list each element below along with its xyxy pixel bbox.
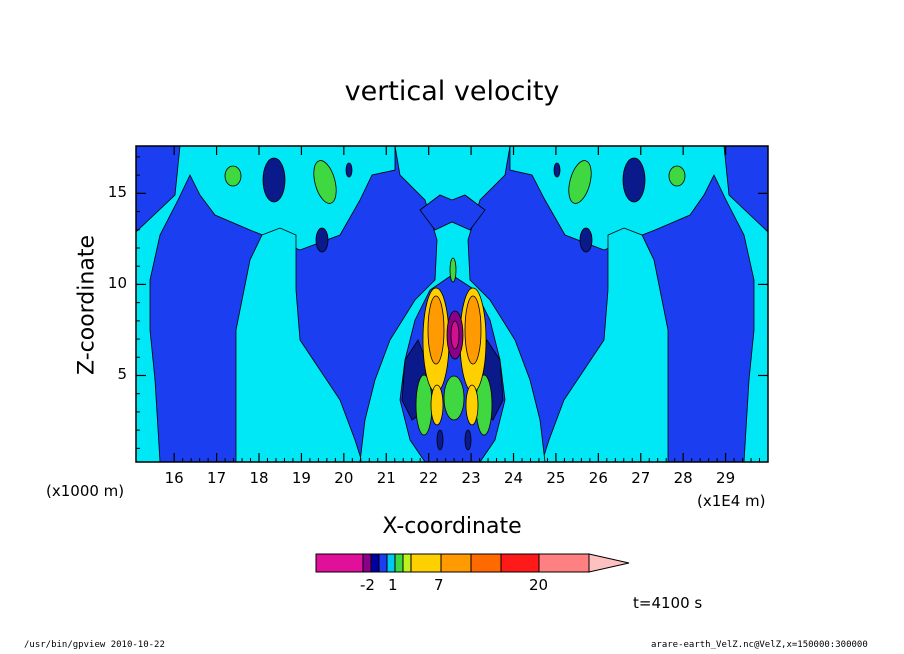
downdraft-center-inner: [450, 320, 460, 350]
x-tick-label: 16: [164, 469, 184, 487]
colorbar-swatch: [378, 553, 388, 573]
green-cell-5: [449, 257, 457, 283]
dark-cell-6: [553, 162, 561, 178]
updraft-right-low: [465, 384, 479, 426]
green-cell-2: [313, 160, 337, 204]
x-tick-label: 28: [673, 469, 693, 487]
x-tick-label: 20: [334, 469, 354, 487]
x-tick-label: 19: [291, 469, 311, 487]
time-label: t=4100 s: [633, 594, 703, 612]
x-tick-label: 18: [249, 469, 269, 487]
colorbar-label: -2: [360, 576, 375, 594]
y-tick-label: 10: [107, 274, 127, 293]
colorbar-swatch: [362, 553, 372, 573]
colorbar-label: 7: [434, 576, 444, 594]
x-tick-label: 24: [503, 469, 524, 487]
colorbar-arrow: [588, 553, 630, 573]
light-band-right: [509, 146, 768, 462]
x-ticks: [173, 146, 761, 462]
green-cell-1: [224, 165, 242, 187]
colorbar-swatch: [402, 553, 412, 573]
updraft-left-low: [430, 384, 444, 426]
light-band-left-2: [235, 227, 363, 462]
colorbar-swatch: [538, 553, 590, 573]
dark-cell-5: [345, 162, 353, 178]
x-scale-right: (x1E4 m): [697, 492, 766, 510]
y-tick-label: 15: [107, 183, 127, 202]
x-axis-label: X-coordinate: [382, 514, 522, 539]
x-tick-label: 23: [461, 469, 481, 487]
updraft-right-inner: [464, 295, 482, 365]
colorbar: [315, 553, 630, 573]
colorbar-swatch: [370, 553, 380, 573]
colorbar-swatch: [440, 553, 472, 573]
green-cell-8: [443, 375, 465, 421]
colorbar-swatch: [410, 553, 442, 573]
updraft-left-inner: [427, 295, 445, 365]
light-band-left: [136, 146, 396, 462]
footer-left: /usr/bin/gpview 2010-10-22: [24, 640, 165, 650]
colorbar-swatch: [315, 553, 364, 573]
x-tick-label: 25: [546, 469, 566, 487]
colorbar-swatch: [500, 553, 540, 573]
contour-field: [136, 146, 768, 462]
x-tick-label: 17: [207, 469, 227, 487]
x-tick-label: 27: [631, 469, 651, 487]
colorbar-label: 1: [388, 576, 398, 594]
x-tick-label: 22: [419, 469, 439, 487]
dark-cell-3: [315, 227, 329, 253]
colorbar-swatch: [386, 553, 396, 573]
inner-blue-upper: [419, 194, 486, 231]
y-tick-label: 5: [117, 365, 127, 384]
x-tick-label: 29: [716, 469, 736, 487]
colorbar-swatch: [470, 553, 502, 573]
x-tick-label: 26: [588, 469, 608, 487]
dark-streak-1: [436, 429, 444, 451]
plot-frame: [135, 145, 769, 463]
x-tick-label: 21: [376, 469, 396, 487]
footer-right: arare-earth_VelZ.nc@VelZ,x=150000:300000: [651, 640, 868, 650]
y-axis-label: Z-coordinate: [74, 235, 100, 375]
green-cell-4: [568, 160, 592, 204]
chart-title: vertical velocity: [344, 76, 560, 107]
green-cell-3: [668, 165, 686, 187]
dark-streak-2: [464, 429, 472, 451]
colorbar-label: 20: [529, 576, 549, 594]
dark-cell-1: [262, 157, 286, 203]
colorbar-swatch: [394, 553, 404, 573]
light-band-right-2: [541, 227, 669, 462]
x-scale-left: (x1000 m): [46, 482, 125, 500]
dark-cell-4: [579, 227, 593, 253]
dark-cell-2: [622, 157, 646, 203]
y-ticks: [136, 156, 768, 449]
